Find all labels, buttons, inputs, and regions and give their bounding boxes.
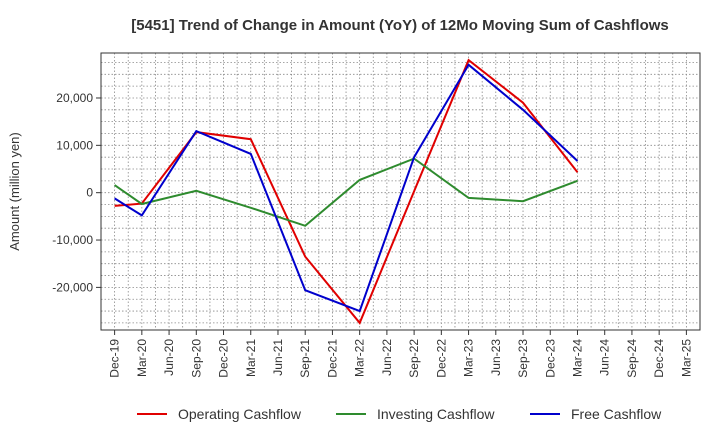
x-tick-label: Dec-23 xyxy=(543,339,557,378)
plot-area-frame xyxy=(100,52,701,331)
legend-label-investing-cashflow: Investing Cashflow xyxy=(377,406,495,422)
chart-legend: Operating Cashflow Investing Cashflow Free… xyxy=(137,406,662,422)
x-tick-label: Sep-22 xyxy=(407,339,421,378)
x-tick-label: Mar-21 xyxy=(244,339,258,377)
x-tick-label: Sep-23 xyxy=(516,339,530,378)
legend-label-operating-cashflow: Operating Cashflow xyxy=(178,406,302,422)
x-tick-label: Mar-23 xyxy=(462,339,476,377)
x-tick-label: Mar-20 xyxy=(135,339,149,377)
free-cashflow-line xyxy=(114,63,579,313)
x-axis-ticks: Dec-19 Mar-20 Jun-20 Sep-20 Dec-20 Mar-21 Jun-… xyxy=(108,330,693,378)
grid-lines xyxy=(101,53,700,330)
x-tick-label: Dec-21 xyxy=(325,339,339,378)
y-axis-label: Amount (million yen) xyxy=(7,132,22,251)
x-tick-label: Jun-22 xyxy=(380,339,394,376)
y-tick-label: 10,000 xyxy=(56,138,93,152)
x-tick-label: Sep-24 xyxy=(625,339,639,378)
y-tick-label: -10,000 xyxy=(52,233,93,247)
x-tick-label: Dec-24 xyxy=(652,339,666,378)
legend-label-free-cashflow: Free Cashflow xyxy=(571,406,662,422)
x-tick-label: Jun-24 xyxy=(598,339,612,376)
y-tick-label: 20,000 xyxy=(56,91,93,105)
x-tick-label: Mar-22 xyxy=(353,339,367,377)
x-tick-label: Dec-19 xyxy=(108,339,122,378)
series-lines xyxy=(114,58,579,325)
y-axis-ticks: -20,000 -10,000 0 10,000 20,000 xyxy=(52,91,101,294)
operating-cashflow-line xyxy=(114,58,579,325)
x-tick-label: Jun-23 xyxy=(489,339,503,376)
x-tick-label: Dec-20 xyxy=(217,339,231,378)
x-tick-label: Dec-22 xyxy=(434,339,448,378)
x-tick-label: Sep-21 xyxy=(298,339,312,378)
x-tick-label: Jun-21 xyxy=(271,339,285,376)
x-tick-label: Mar-24 xyxy=(570,339,584,377)
y-tick-label: 0 xyxy=(86,186,93,200)
x-tick-label: Jun-20 xyxy=(162,339,176,376)
x-tick-label: Mar-25 xyxy=(679,339,693,377)
investing-cashflow-line xyxy=(114,157,578,227)
x-tick-label: Sep-20 xyxy=(189,339,203,378)
y-tick-label: -20,000 xyxy=(52,280,93,294)
chart-title: [5451] Trend of Change in Amount (YoY) o… xyxy=(131,17,669,34)
